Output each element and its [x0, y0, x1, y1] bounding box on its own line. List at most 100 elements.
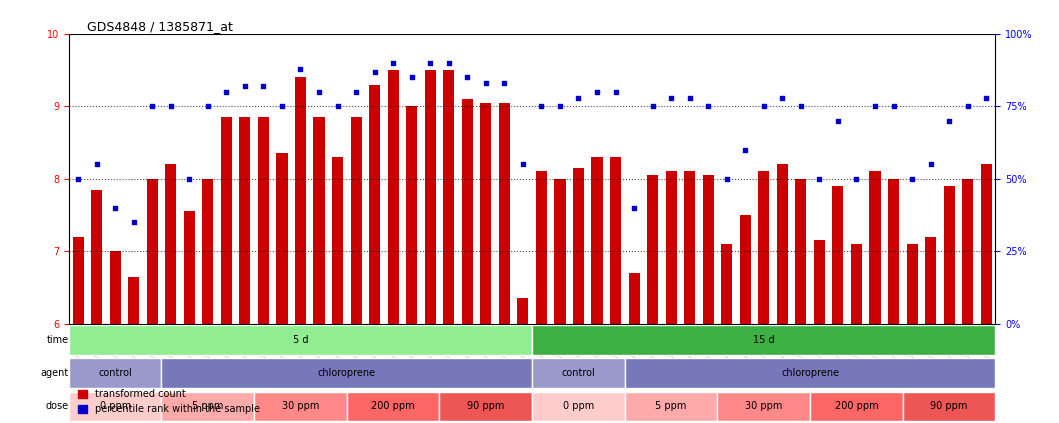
Bar: [610, 157, 622, 324]
Point: [403, 74, 420, 81]
FancyBboxPatch shape: [69, 392, 161, 421]
Point: [107, 204, 124, 211]
Point: [347, 88, 364, 95]
Bar: [351, 117, 361, 324]
Point: [255, 82, 272, 89]
Bar: [832, 186, 844, 324]
Point: [570, 94, 587, 101]
Text: 200 ppm: 200 ppm: [372, 401, 415, 412]
Point: [384, 60, 401, 66]
Legend: transformed count, percentile rank within the sample: transformed count, percentile rank withi…: [74, 385, 264, 418]
Point: [829, 118, 846, 124]
Bar: [758, 171, 769, 324]
Point: [70, 176, 87, 182]
Text: 5 ppm: 5 ppm: [192, 401, 223, 412]
Point: [162, 103, 179, 110]
Bar: [981, 164, 992, 324]
Point: [273, 103, 290, 110]
Text: 0 ppm: 0 ppm: [562, 401, 594, 412]
FancyBboxPatch shape: [161, 392, 254, 421]
Point: [199, 103, 216, 110]
Bar: [647, 175, 659, 324]
Point: [515, 161, 532, 168]
Bar: [703, 175, 714, 324]
Point: [755, 103, 772, 110]
Bar: [110, 251, 121, 324]
Point: [866, 103, 883, 110]
Bar: [795, 179, 807, 324]
Bar: [165, 164, 176, 324]
Bar: [889, 179, 899, 324]
Bar: [926, 237, 936, 324]
Text: 90 ppm: 90 ppm: [931, 401, 968, 412]
Point: [552, 103, 569, 110]
Text: control: control: [98, 368, 132, 378]
Point: [792, 103, 809, 110]
Point: [329, 103, 346, 110]
FancyBboxPatch shape: [69, 358, 161, 388]
Point: [125, 219, 142, 225]
Bar: [499, 103, 510, 324]
Bar: [202, 179, 214, 324]
Point: [366, 68, 383, 75]
Bar: [684, 171, 696, 324]
Bar: [294, 77, 306, 324]
Bar: [369, 85, 380, 324]
Bar: [407, 106, 417, 324]
Point: [922, 161, 939, 168]
Bar: [184, 212, 195, 324]
Point: [681, 94, 698, 101]
Point: [589, 88, 606, 95]
Bar: [91, 190, 103, 324]
Bar: [869, 171, 881, 324]
Text: agent: agent: [40, 368, 69, 378]
Bar: [313, 117, 325, 324]
Bar: [573, 168, 585, 324]
FancyBboxPatch shape: [625, 358, 995, 388]
Point: [421, 60, 438, 66]
Text: 90 ppm: 90 ppm: [467, 401, 504, 412]
Text: 15 d: 15 d: [753, 335, 774, 345]
Point: [644, 103, 661, 110]
Bar: [555, 179, 566, 324]
Bar: [629, 273, 640, 324]
Bar: [443, 70, 454, 324]
Point: [700, 103, 717, 110]
FancyBboxPatch shape: [347, 392, 439, 421]
Bar: [220, 117, 232, 324]
Bar: [963, 179, 973, 324]
FancyBboxPatch shape: [810, 392, 902, 421]
Bar: [518, 298, 528, 324]
Bar: [740, 215, 751, 324]
Text: GDS4848 / 1385871_at: GDS4848 / 1385871_at: [87, 20, 233, 33]
Bar: [814, 240, 825, 324]
Point: [940, 118, 957, 124]
Bar: [128, 277, 140, 324]
Point: [885, 103, 902, 110]
Bar: [907, 244, 917, 324]
Text: control: control: [561, 368, 595, 378]
Point: [977, 94, 994, 101]
Text: 30 ppm: 30 ppm: [282, 401, 319, 412]
Text: 200 ppm: 200 ppm: [834, 401, 878, 412]
Point: [441, 60, 457, 66]
Point: [292, 65, 309, 72]
FancyBboxPatch shape: [625, 392, 718, 421]
Point: [903, 176, 920, 182]
Bar: [536, 171, 546, 324]
Bar: [777, 164, 788, 324]
FancyBboxPatch shape: [439, 392, 533, 421]
Text: chloroprene: chloroprene: [318, 368, 376, 378]
Point: [478, 80, 495, 86]
FancyBboxPatch shape: [533, 325, 995, 355]
FancyBboxPatch shape: [69, 325, 533, 355]
Text: dose: dose: [46, 401, 69, 412]
FancyBboxPatch shape: [718, 392, 810, 421]
Point: [663, 94, 680, 101]
Point: [310, 88, 327, 95]
FancyBboxPatch shape: [533, 392, 625, 421]
Bar: [944, 186, 955, 324]
Bar: [276, 154, 288, 324]
Bar: [333, 157, 343, 324]
FancyBboxPatch shape: [161, 358, 533, 388]
